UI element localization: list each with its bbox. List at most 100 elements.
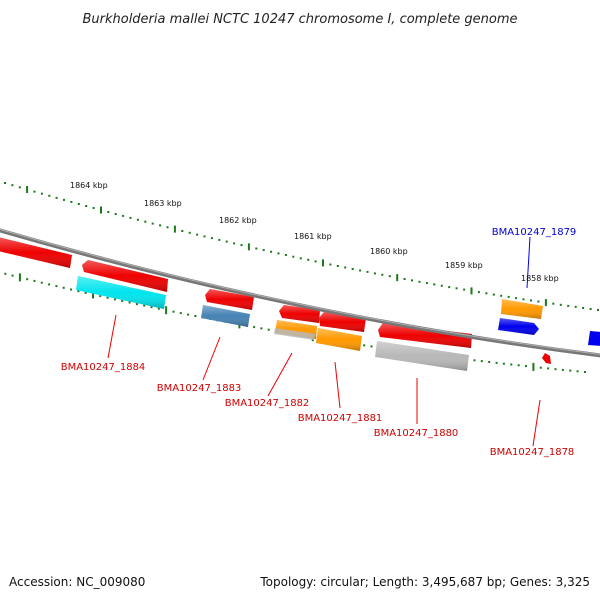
minor-tick [26,278,29,281]
minor-tick [351,268,354,270]
minor-tick [552,302,555,305]
kbp-label: 1860 kbp [370,247,408,256]
gene-label[interactable]: BMA10247_1884 [61,362,146,373]
minor-tick [62,286,65,289]
genome-backbone [0,228,600,358]
minor-tick [128,301,131,304]
minor-tick [255,247,258,250]
minor-tick [77,203,80,205]
gene-arrow[interactable] [588,331,600,346]
minor-tick [537,300,540,303]
minor-tick [181,230,184,232]
gene-arrow-shade [316,328,362,351]
minor-tick [4,272,7,275]
minor-tick [547,367,550,370]
minor-tick [488,361,491,363]
minor-tick [589,308,592,310]
gene-arrow-shade [498,318,539,335]
minor-tick [121,299,124,302]
minor-tick [151,222,154,225]
major-tick [532,362,535,371]
minor-tick [267,328,270,331]
minor-tick [530,299,532,302]
major-tick [247,243,250,251]
major-tick [92,290,94,299]
major-tick [396,274,399,282]
minor-tick [559,303,562,306]
minor-tick [554,368,557,371]
minor-tick [203,235,206,238]
minor-tick [495,361,498,364]
gene-label[interactable]: BMA10247_1878 [490,447,575,458]
minor-tick [388,275,391,278]
gene-arrow-shade [501,299,543,319]
minor-tick [55,196,58,199]
minor-tick [196,233,199,236]
kbp-label: 1861 kbp [294,232,332,241]
gene-label[interactable]: BMA10247_1879 [492,227,577,238]
minor-tick [33,190,36,193]
major-tick [100,206,102,214]
major-tick [173,225,176,233]
minor-tick [260,327,263,330]
gene-arrow[interactable] [542,353,551,364]
minor-tick [11,184,14,187]
minor-tick [455,287,458,290]
minor-tick [114,213,117,215]
minor-tick [525,365,527,368]
major-tick [26,186,29,193]
minor-tick [539,366,542,369]
minor-tick [63,198,65,201]
leader-line [107,314,117,359]
minor-tick [403,278,406,280]
minor-tick [135,303,138,306]
gene-arrow-shade [375,341,469,371]
minor-tick [522,298,525,301]
minor-tick [166,226,169,229]
minor-tick [77,290,80,293]
minor-tick [218,238,221,241]
leader-line [532,399,541,447]
gene-arrow-shade [0,237,72,268]
gene-label[interactable]: BMA10247_1880 [374,428,459,439]
minor-tick [129,216,132,219]
minor-tick [561,368,564,371]
minor-tick [363,344,366,347]
genome-backbone-highlight [0,228,600,355]
minor-tick [262,249,265,252]
minor-tick [411,279,413,282]
minor-tick [18,186,21,189]
minor-tick [144,220,147,223]
gene-labels: BMA10247_1884 BMA10247_1883 BMA10247_188… [61,227,577,458]
label-leaders [107,236,541,447]
gene-label[interactable]: BMA10247_1882 [225,398,310,409]
kbp-label: 1858 kbp [521,274,559,283]
minor-tick [70,288,72,291]
minor-tick [70,201,73,203]
major-tick [470,287,473,295]
gene-arrow-shade [279,305,320,323]
minor-tick [284,254,287,256]
minor-tick [517,364,520,367]
minor-tick [292,255,295,258]
gene-label[interactable]: BMA10247_1883 [157,383,242,394]
leader-line [526,236,531,289]
gene-arrow-shade [82,260,168,292]
minor-tick [92,207,95,209]
minor-tick [172,310,175,313]
minor-tick [4,182,6,184]
reverse-genes [76,276,600,371]
minor-tick [307,258,310,261]
minor-tick [477,291,480,294]
gene-label[interactable]: BMA10247_1881 [298,413,383,424]
minor-tick [373,272,376,275]
minor-tick [448,286,451,289]
minor-tick [194,315,197,317]
minor-tick [597,309,599,311]
minor-tick [500,294,503,297]
minor-tick [485,292,488,295]
minor-tick [136,218,139,221]
gene-arrow-shade [205,289,254,310]
major-tick [322,259,324,267]
